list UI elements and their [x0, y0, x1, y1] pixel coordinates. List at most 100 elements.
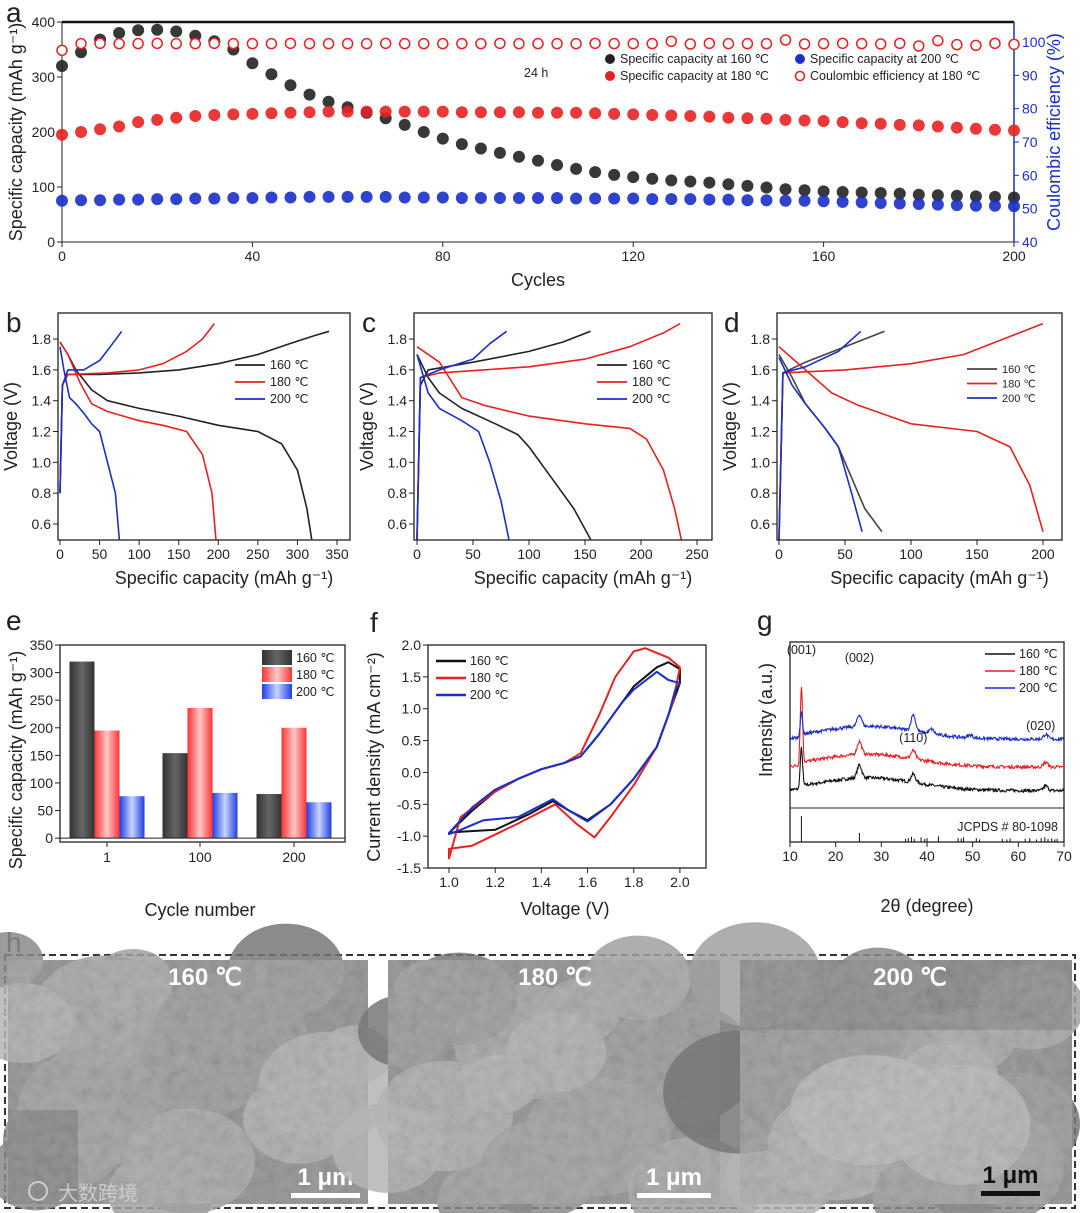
- data-point: [417, 191, 430, 204]
- bar-200: [306, 802, 332, 839]
- data-point: [512, 150, 525, 163]
- charge-curve: [778, 322, 1044, 540]
- data-point: [265, 37, 278, 50]
- data-point: [931, 120, 944, 133]
- x-tick-label: 50: [837, 546, 853, 562]
- charge-curve: [778, 330, 862, 540]
- watermark-logo-icon: [28, 1181, 48, 1201]
- data-point: [608, 168, 621, 181]
- y-tick-label: 0.6: [751, 516, 771, 532]
- y2-tick-label: 60: [1022, 167, 1038, 183]
- data-point: [75, 37, 87, 50]
- legend-marker: [605, 54, 615, 64]
- y2-tick-label: 50: [1022, 201, 1038, 217]
- reference-label: JCPDS # 80-1098: [957, 820, 1058, 834]
- xrd-pattern: [790, 687, 1065, 771]
- data-point: [970, 39, 982, 52]
- y-tick-label: 0: [45, 830, 53, 846]
- data-point: [284, 79, 297, 92]
- sem-texture: [740, 960, 1072, 1204]
- x-tick-label: 200: [207, 546, 231, 562]
- data-point: [493, 192, 506, 204]
- x-tick-label: 1.6: [578, 874, 598, 890]
- data-point: [532, 37, 544, 50]
- panel-letter-a: a: [6, 0, 22, 28]
- peak-label: (001): [787, 643, 816, 657]
- series-specific-capacity-at-180-: [56, 105, 1020, 141]
- charge-curve: [416, 330, 508, 540]
- x-tick-label: 30: [874, 848, 890, 864]
- data-point: [170, 193, 183, 206]
- data-point: [855, 186, 868, 199]
- bar-180: [281, 727, 307, 839]
- data-point: [608, 37, 620, 50]
- y-tick-label: 1.4: [751, 393, 771, 409]
- x-axis-title: Cycle number: [144, 900, 255, 920]
- data-point: [855, 37, 868, 50]
- bar-160: [256, 793, 282, 839]
- series-coulombic-efficiency-at-180-: [56, 34, 1020, 57]
- data-point: [398, 191, 411, 204]
- x-tick-label: 80: [435, 248, 451, 264]
- legend-label: 160 ℃: [1002, 364, 1036, 376]
- data-point: [969, 190, 982, 203]
- data-point: [684, 110, 697, 123]
- x-axis-title: Specific capacity (mAh g⁻¹): [115, 568, 334, 588]
- x-tick-label: 20: [828, 848, 844, 864]
- data-point: [589, 107, 602, 120]
- data-point: [284, 37, 297, 50]
- data-point: [455, 192, 468, 204]
- x-tick-label: 0: [775, 546, 783, 562]
- data-point: [170, 25, 183, 38]
- plot-frame: [776, 312, 1063, 541]
- chart-f-cv: 1.0 1.2 1.4 1.6 1.8 2.0 -1.5 -1.0 -0.5 0.0 0.5 1.0 1…: [364, 637, 707, 919]
- data-point: [931, 189, 944, 202]
- y-tick-label: 1.2: [388, 424, 408, 440]
- data-point: [246, 192, 259, 204]
- data-point: [513, 37, 525, 50]
- discharge-curve: [416, 346, 683, 540]
- chart-d-charge-discharge: 0 50 100 150 200 0.6 0.8 1.0 1.2 1.4 1.6 1.8 Specifi…: [720, 312, 1063, 588]
- legend-label: 200 ℃: [270, 392, 308, 406]
- y-tick-label: 0.6: [388, 516, 408, 532]
- data-point: [494, 37, 506, 50]
- data-point: [379, 190, 392, 203]
- data-point: [532, 192, 544, 204]
- data-point: [589, 192, 602, 205]
- data-point: [474, 142, 487, 155]
- data-point: [94, 37, 106, 50]
- y2-tick-label: 100: [1022, 34, 1046, 50]
- bar-160: [162, 753, 188, 839]
- panel-letter-f: f: [370, 607, 378, 638]
- x-tick-label: 50: [92, 546, 108, 562]
- x-tick-label: 250: [685, 546, 709, 562]
- y-tick-label: 300: [32, 69, 56, 85]
- chart-e-bars: 0 50 100 150 200 250 300 350 1 100 200 Cycle number…: [6, 637, 346, 920]
- data-point: [798, 38, 811, 50]
- chart-c-charge-discharge: 0 50 100 150 200 250 0.6 0.8 1.0 1.2 1.4 1.6 1.8 Spec…: [357, 312, 713, 588]
- x-tick-label: 10: [782, 848, 798, 864]
- x-tick-label: 200: [282, 849, 306, 865]
- data-point: [303, 37, 316, 50]
- legend-label: 160 ℃: [296, 651, 334, 665]
- data-point: [1008, 124, 1020, 137]
- sem-dashed-border: [4, 954, 1076, 1209]
- x-tick-label: 40: [919, 848, 935, 864]
- data-point: [1008, 200, 1020, 213]
- data-point: [189, 110, 202, 123]
- peak-label: (002): [845, 651, 874, 665]
- y-tick-label: 0.8: [32, 485, 52, 501]
- data-point: [532, 106, 544, 119]
- data-point: [570, 162, 583, 175]
- data-point: [608, 107, 621, 120]
- data-point: [417, 126, 430, 138]
- y-tick-label: 1.2: [751, 424, 771, 440]
- data-point: [665, 174, 678, 187]
- legend-label: 180 ℃: [270, 375, 308, 389]
- legend-label: 180 ℃: [1019, 664, 1057, 678]
- data-point: [874, 117, 887, 130]
- data-point: [646, 108, 659, 121]
- legend-label: 160 ℃: [1019, 647, 1057, 661]
- legend-label: 160 ℃: [632, 358, 670, 372]
- y-axis-title: Current density (mA cm⁻²): [364, 652, 384, 862]
